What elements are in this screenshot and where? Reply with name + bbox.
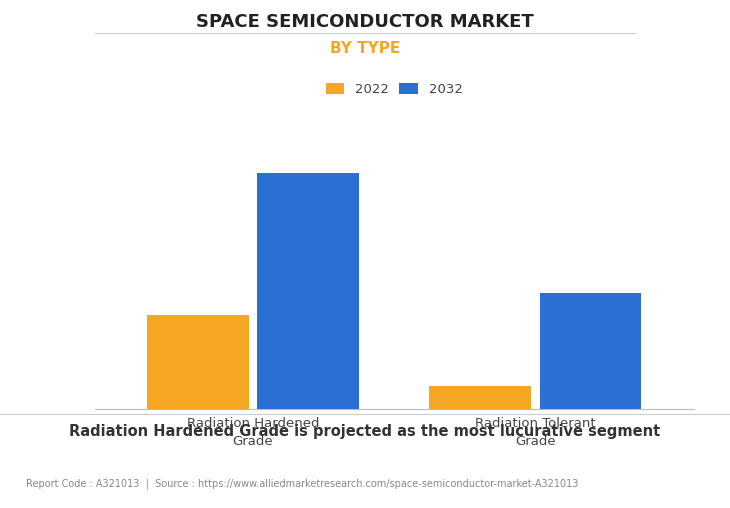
Text: Report Code : A321013  |  Source : https://www.alliedmarketresearch.com/space-se: Report Code : A321013 | Source : https:/…: [26, 478, 578, 489]
Legend: 2022, 2032: 2022, 2032: [322, 79, 466, 100]
Bar: [539, 294, 641, 409]
Bar: [257, 173, 359, 409]
Bar: [429, 386, 531, 409]
Text: SPACE SEMICONDUCTOR MARKET: SPACE SEMICONDUCTOR MARKET: [196, 13, 534, 30]
Text: BY TYPE: BY TYPE: [330, 41, 400, 56]
Text: Radiation Hardened Grade is projected as the most lucurative segment: Radiation Hardened Grade is projected as…: [69, 424, 661, 439]
Bar: [147, 315, 249, 409]
